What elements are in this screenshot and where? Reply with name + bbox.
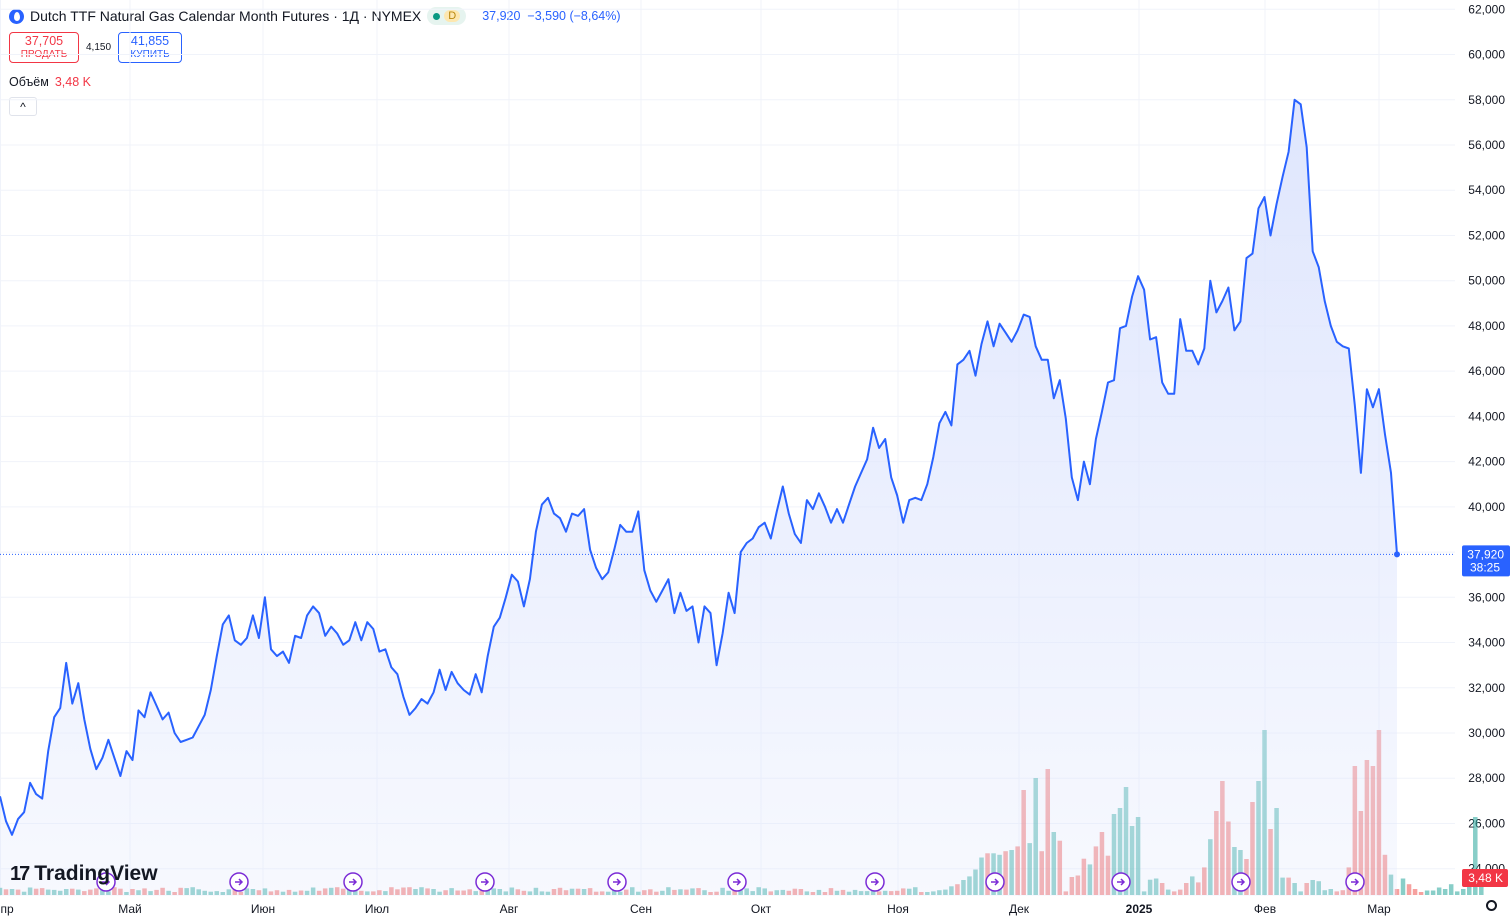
settings-gear-icon[interactable] <box>1486 900 1497 911</box>
event-arrow-icon <box>349 878 358 886</box>
volume-bar <box>1406 884 1412 895</box>
event-arrow-icon <box>871 878 880 886</box>
market-open-icon <box>433 12 441 20</box>
y-tick-label: 42,000 <box>1468 455 1505 469</box>
y-tick-label: 32,000 <box>1468 681 1505 695</box>
y-tick-label: 48,000 <box>1468 319 1505 333</box>
last-price-point <box>1394 551 1400 558</box>
price-line <box>0 98 1398 836</box>
y-tick-label: 50,000 <box>1468 274 1505 288</box>
logo-text: TradingView <box>34 862 158 885</box>
y-tick-label: 26,000 <box>1468 816 1505 830</box>
x-tick-label: Авг <box>500 902 519 916</box>
y-tick-label: 44,000 <box>1468 409 1505 423</box>
x-tick-label: 2025 <box>1126 902 1153 916</box>
last-price-change: 37,920 −3,590 (−8,64%) <box>482 9 620 23</box>
buy-button[interactable]: 41,855 КУПИТЬ <box>118 32 183 63</box>
x-tick-label: пр <box>1 902 14 916</box>
buy-price: 41,855 <box>130 33 170 48</box>
sell-button[interactable]: 37,705 ПРОДАТЬ <box>9 32 79 63</box>
price-change: −3,590 (−8,64%) <box>527 9 621 23</box>
sell-label: ПРОДАТЬ <box>20 48 68 60</box>
y-tick-label: 54,000 <box>1468 183 1505 197</box>
symbol-logo-icon <box>9 8 24 24</box>
x-tick-label: Июн <box>251 902 275 916</box>
y-tick-label: 56,000 <box>1468 138 1505 152</box>
interval-badge: D <box>444 10 461 22</box>
tradingview-logo[interactable]: 17 TradingView <box>10 862 158 886</box>
volume-tag <box>1462 869 1508 887</box>
event-arrow-icon <box>1237 878 1246 886</box>
volume-bar <box>1400 878 1406 895</box>
volume-bar <box>1473 817 1478 895</box>
symbol-title[interactable]: Dutch TTF Natural Gas Calendar Month Fut… <box>30 8 422 24</box>
collapse-legend-button[interactable]: ^ <box>9 97 37 116</box>
chevron-up-icon: ^ <box>20 99 26 114</box>
volume-bar <box>1412 889 1418 895</box>
event-arrow-icon <box>235 878 244 886</box>
x-tick-label: Окт <box>751 902 772 916</box>
volume-bar <box>1460 889 1466 895</box>
event-arrow-icon <box>102 878 111 886</box>
x-tick-label: Мар <box>1367 902 1391 916</box>
volume-value: 3,48 K <box>54 75 91 89</box>
volume-label: Объём <box>9 75 49 89</box>
volume-bar <box>1442 889 1448 895</box>
sell-price: 37,705 <box>24 33 64 48</box>
countdown-tag-value: 38:25 <box>1470 560 1500 574</box>
trade-panel: 37,705 ПРОДАТЬ 4,150 41,855 КУПИТЬ <box>9 32 183 63</box>
volume-bar <box>1430 890 1436 895</box>
area-fill <box>0 99 1397 897</box>
y-tick-label: 58,000 <box>1468 93 1505 107</box>
last-price-tag-value: 37,920 <box>1467 547 1504 561</box>
y-tick-label: 30,000 <box>1468 726 1505 740</box>
event-arrow-icon <box>481 878 490 886</box>
event-arrow-icon <box>733 878 742 886</box>
volume-tag-value: 3,48 K <box>1468 871 1503 885</box>
volume-bar <box>1454 891 1460 895</box>
x-tick-label: Дек <box>1009 902 1030 916</box>
event-arrow-icon <box>613 878 622 886</box>
event-arrow-icon <box>991 878 1000 886</box>
buy-label: КУПИТЬ <box>130 48 170 60</box>
y-tick-label: 60,000 <box>1468 48 1505 62</box>
x-tick-label: Ноя <box>887 902 909 916</box>
volume-bar <box>1436 887 1442 895</box>
volume-bar <box>1448 884 1454 895</box>
chart-header: Dutch TTF Natural Gas Calendar Month Fut… <box>9 7 621 25</box>
y-tick-label: 36,000 <box>1468 590 1505 604</box>
tradingview-mark-icon: 17 <box>10 862 30 885</box>
y-tick-label: 62,000 <box>1468 2 1505 16</box>
y-tick-label: 52,000 <box>1468 228 1505 242</box>
event-arrow-icon <box>1351 878 1360 886</box>
last-price: 37,920 <box>482 9 521 23</box>
volume-bar <box>1418 892 1424 895</box>
volume-legend[interactable]: Объём 3,48 K <box>9 75 91 89</box>
last-price-tag <box>1462 545 1510 577</box>
spread-value: 4,150 <box>86 42 112 53</box>
volume-bar <box>1424 890 1430 895</box>
x-tick-label: Май <box>118 902 142 916</box>
y-tick-label: 34,000 <box>1468 636 1505 650</box>
x-tick-label: Сен <box>630 902 652 916</box>
y-tick-label: 28,000 <box>1468 771 1505 785</box>
market-status-pill[interactable]: D <box>427 7 467 25</box>
y-tick-label: 40,000 <box>1468 500 1505 514</box>
x-tick-label: Июл <box>365 902 389 916</box>
event-arrow-icon <box>1117 878 1126 886</box>
x-tick-label: Фев <box>1254 902 1276 916</box>
y-tick-label: 46,000 <box>1468 364 1505 378</box>
